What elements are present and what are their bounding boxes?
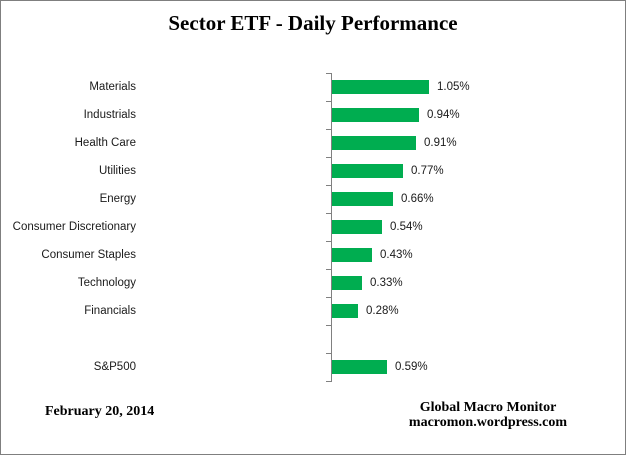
bar <box>332 108 419 122</box>
axis-tick <box>326 213 332 214</box>
value-label: 0.59% <box>395 361 428 373</box>
chart-row: Consumer Discretionary 0.54% <box>1 213 625 241</box>
bar <box>332 220 382 234</box>
footer-source: Global Macro Monitor macromon.wordpress.… <box>378 400 598 430</box>
chart-row: Health Care 0.91% <box>1 129 625 157</box>
axis-tick <box>326 129 332 130</box>
category-label: Health Care <box>74 137 136 149</box>
axis-tick <box>326 241 332 242</box>
axis-tick <box>326 381 332 382</box>
category-label: Materials <box>89 81 136 93</box>
chart-row: Industrials 0.94% <box>1 101 625 129</box>
chart-row: Materials 1.05% <box>1 73 625 101</box>
category-label: Consumer Staples <box>41 249 136 261</box>
chart-row: Consumer Staples 0.43% <box>1 241 625 269</box>
value-label: 0.33% <box>370 277 403 289</box>
value-label: 0.43% <box>380 249 413 261</box>
chart-row <box>1 325 625 353</box>
bar <box>332 136 416 150</box>
bar <box>332 164 403 178</box>
chart-row: Technology 0.33% <box>1 269 625 297</box>
value-label: 0.28% <box>366 305 399 317</box>
category-label: Utilities <box>98 165 136 177</box>
bar <box>332 304 358 318</box>
axis-tick <box>326 297 332 298</box>
bar <box>332 360 387 374</box>
bar <box>332 192 393 206</box>
axis-tick <box>326 185 332 186</box>
axis-tick <box>326 101 332 102</box>
value-label: 0.54% <box>390 221 423 233</box>
axis-tick <box>326 157 332 158</box>
category-label <box>1 325 136 353</box>
category-label: Energy <box>99 193 136 205</box>
footer-date: February 20, 2014 <box>45 404 155 419</box>
chart-row: S&P500 0.59% <box>1 353 625 381</box>
axis-tick <box>326 325 332 326</box>
value-label: 0.66% <box>401 193 434 205</box>
category-label: Consumer Discretionary <box>12 221 136 233</box>
category-label: Financials <box>84 305 136 317</box>
category-axis-line <box>331 73 332 381</box>
bar <box>332 276 362 290</box>
value-label: 0.91% <box>424 137 457 149</box>
chart-title: Sector ETF - Daily Performance <box>168 11 458 35</box>
axis-tick <box>326 269 332 270</box>
axis-tick <box>326 73 332 74</box>
value-label: 0.77% <box>411 165 444 177</box>
axis-tick <box>326 353 332 354</box>
chart-row: Utilities 0.77% <box>1 157 625 185</box>
footer-source-url: macromon.wordpress.com <box>408 415 568 430</box>
value-label: 1.05% <box>437 81 470 93</box>
bar <box>332 80 429 94</box>
chart-row: Energy 0.66% <box>1 185 625 213</box>
category-label: S&P500 <box>93 361 136 373</box>
category-label: Industrials <box>83 109 136 121</box>
value-label: 0.94% <box>427 109 460 121</box>
footer-source-name: Global Macro Monitor <box>419 400 557 415</box>
chart-row: Financials 0.28% <box>1 297 625 325</box>
category-label: Technology <box>77 277 136 289</box>
bar <box>332 248 372 262</box>
